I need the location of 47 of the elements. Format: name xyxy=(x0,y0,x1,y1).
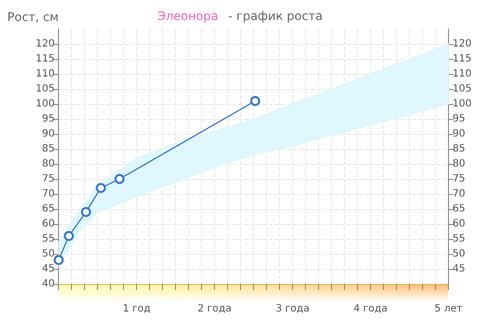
point xyxy=(54,255,64,265)
x-tick-label: 4 года xyxy=(354,304,388,314)
y2-tick-label: 105 xyxy=(452,84,472,94)
y2-tick-label: 75 xyxy=(452,174,466,184)
y-tick-label: 60 xyxy=(42,218,55,230)
y2-tick-label: 65 xyxy=(452,204,466,214)
chart-subtitle: - график роста xyxy=(228,9,323,23)
y-tick-label: 50 xyxy=(42,248,55,260)
y-tick-label: 95 xyxy=(42,114,55,124)
y-tick-label: 65 xyxy=(42,204,55,214)
y-tick-label: 85 xyxy=(42,144,55,154)
y-tick-label: 120 xyxy=(36,38,55,50)
y-tick-label: 100 xyxy=(36,98,55,110)
y-axis-title: Рост, см xyxy=(7,10,59,24)
y-tick-label: 90 xyxy=(42,128,55,140)
x-tick-label: 1 год xyxy=(122,304,151,314)
y2-tick-label: 70 xyxy=(452,188,466,200)
y2-tick-label: 90 xyxy=(452,128,466,140)
point xyxy=(114,174,125,184)
y2-tick-label: 45 xyxy=(452,264,466,274)
point xyxy=(250,96,260,106)
y2-tick-label: 50 xyxy=(452,248,466,260)
point xyxy=(64,231,74,241)
y2-tick-label: 100 xyxy=(452,98,472,110)
y2-tick-label: 55 xyxy=(452,234,466,244)
y-tick-label: 40 xyxy=(42,278,55,290)
point xyxy=(96,183,106,193)
y2-tick-label: 95 xyxy=(452,114,466,124)
chart-title: Элеонора xyxy=(157,9,218,23)
x-tick-label: 2 года xyxy=(198,304,232,314)
y2-tick-label: 110 xyxy=(452,68,472,80)
y2-tick-label: 80 xyxy=(452,158,466,170)
x-tick-label: 5 лет xyxy=(434,304,463,314)
y2-tick-label: 115 xyxy=(452,54,472,64)
y2-tick-label: 60 xyxy=(452,218,466,230)
x-tick-label: 3 года xyxy=(276,304,310,314)
y-tick-label: 45 xyxy=(42,264,55,274)
y-tick-label: 70 xyxy=(42,188,55,200)
y-tick-label: 110 xyxy=(36,68,55,80)
y-tick-label: 75 xyxy=(42,174,55,184)
point xyxy=(80,207,91,217)
y-tick-label: 105 xyxy=(36,84,55,94)
y-tick-label: 55 xyxy=(42,234,55,244)
y-tick-label: 80 xyxy=(42,158,55,170)
y2-tick-label: 120 xyxy=(452,38,472,50)
y2-tick-label: 85 xyxy=(452,144,466,154)
y-tick-label: 115 xyxy=(36,54,55,64)
